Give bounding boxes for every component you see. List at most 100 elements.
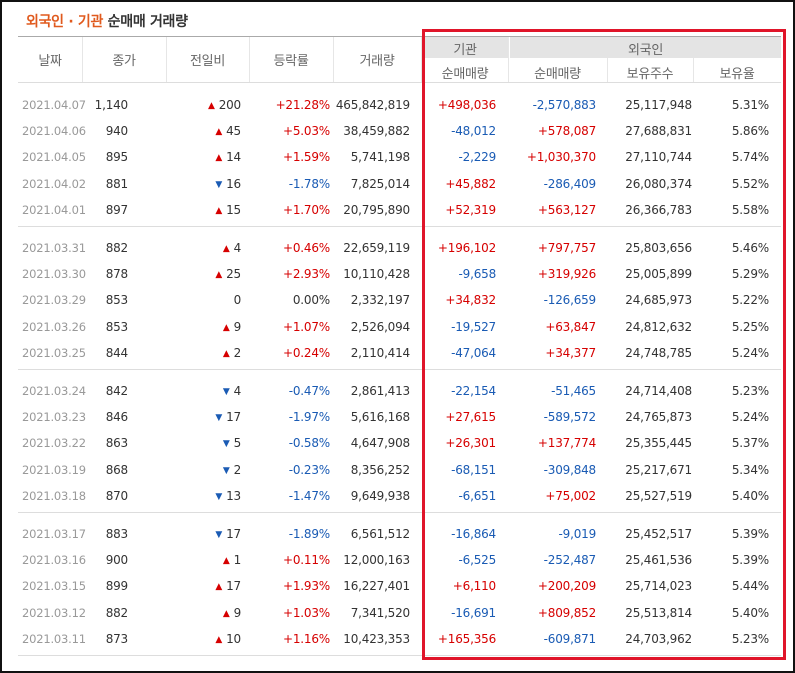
row-rate: +1.70%	[283, 202, 330, 217]
row-volume: 8,356,252	[350, 462, 410, 477]
row-foreigner-net: +578,087	[537, 124, 596, 139]
row-institution-net: -2,229	[458, 150, 497, 165]
header-divider	[607, 58, 608, 83]
row-hold-ratio: 5.23%	[731, 384, 769, 398]
header-holdings: 보유주수	[626, 67, 674, 82]
row-rate: -1.47%	[288, 488, 330, 503]
table-row: 2021.03.25 844 ▲ 2 +0.24% 2,110,414 -47,064 +34…	[18, 340, 781, 366]
row-rate: +0.46%	[283, 241, 330, 255]
section-title: 외국인 · 기관 순매매 거래량	[26, 11, 188, 31]
change-value: 45	[226, 124, 241, 139]
row-institution-net: +196,102	[437, 241, 496, 255]
row-rate: +21.28%	[275, 98, 331, 112]
row-rate: +1.59%	[283, 150, 330, 165]
row-hold-ratio: 5.29%	[731, 267, 769, 282]
row-rate: -1.78%	[288, 176, 330, 191]
row-holdings: 25,461,536	[625, 553, 692, 568]
header-divider	[249, 37, 250, 83]
table-row: 2021.04.02 881 ▼ 16 -1.78% 7,825,014 +45,882 -2…	[18, 171, 781, 197]
row-date: 2021.03.29	[22, 293, 86, 308]
table-row: 2021.03.29 853 0 0.00% 2,332,197 +34,832 -126,…	[18, 287, 781, 313]
row-foreigner-net: +563,127	[537, 202, 596, 217]
header-bottom-border	[18, 82, 781, 83]
row-close: 897	[105, 202, 129, 217]
row-change: ▲ 10	[156, 626, 241, 652]
row-volume: 12,000,163	[343, 553, 410, 568]
change-value: 17	[226, 579, 241, 594]
row-change: ▲ 15	[156, 197, 241, 223]
row-holdings: 25,452,517	[625, 527, 692, 541]
row-close: 900	[105, 553, 129, 568]
header-volume: 거래량	[359, 54, 395, 69]
row-volume: 465,842,819	[335, 98, 410, 112]
row-date: 2021.04.07	[22, 98, 86, 112]
table-row: 2021.04.01 897 ▲ 15 +1.70% 20,795,890 +52,319 +…	[18, 197, 781, 223]
row-volume: 22,659,119	[343, 241, 410, 255]
row-hold-ratio: 5.40%	[731, 488, 769, 503]
row-volume: 5,616,168	[350, 410, 410, 425]
row-date: 2021.04.01	[22, 202, 86, 217]
institution-header-bg	[422, 37, 508, 58]
header-hold-ratio: 보유율	[719, 67, 755, 82]
row-holdings: 25,355,445	[625, 436, 692, 451]
change-value: 4	[233, 241, 242, 255]
header-foreigner: 외국인	[628, 43, 663, 58]
row-change: ▲ 9	[156, 314, 241, 340]
header-close: 종가	[112, 54, 136, 69]
row-rate: -1.89%	[288, 527, 330, 541]
row-holdings: 24,714,408	[625, 384, 692, 398]
arrow-up-icon: ▲	[222, 244, 230, 254]
row-volume: 4,647,908	[350, 436, 410, 451]
row-close: 882	[105, 605, 129, 620]
change-value: 16	[226, 176, 241, 191]
table-row: 2021.04.07 1,140 ▲ 200 +21.28% 465,842,819 +49…	[18, 92, 781, 118]
row-volume: 38,459,882	[343, 124, 410, 139]
row-foreigner-net: -2,570,883	[532, 98, 597, 112]
change-value: 14	[226, 150, 241, 165]
row-institution-net: +165,356	[437, 631, 496, 646]
row-hold-ratio: 5.34%	[731, 462, 769, 477]
change-value: 17	[226, 527, 241, 541]
row-date: 2021.04.05	[22, 150, 86, 165]
row-foreigner-net: -589,572	[543, 410, 597, 425]
arrow-up-icon: ▲	[207, 101, 215, 111]
row-holdings: 24,812,632	[625, 319, 692, 334]
row-holdings: 24,703,962	[625, 631, 692, 646]
change-value: 9	[233, 605, 242, 620]
row-holdings: 25,117,948	[625, 98, 692, 112]
row-institution-net: +45,882	[445, 176, 496, 191]
row-hold-ratio: 5.24%	[731, 410, 769, 425]
row-foreigner-net: -286,409	[543, 176, 597, 191]
row-change: ▲ 25	[156, 261, 241, 287]
row-date: 2021.04.02	[22, 176, 86, 191]
row-institution-net: +498,036	[437, 98, 496, 112]
header-divider	[693, 58, 694, 83]
row-hold-ratio: 5.22%	[731, 293, 769, 308]
row-close: 899	[105, 579, 129, 594]
table-row: 2021.03.24 842 ▼ 4 -0.47% 2,861,413 -22,154 -51…	[18, 378, 781, 404]
row-holdings: 24,685,973	[625, 293, 692, 308]
arrow-up-icon: ▲	[215, 634, 223, 645]
change-value: 10	[226, 631, 241, 646]
table-row: 2021.03.30 878 ▲ 25 +2.93% 10,110,428 -9,658 +3…	[18, 261, 781, 287]
row-date: 2021.03.18	[22, 488, 86, 503]
row-close: 873	[105, 631, 129, 646]
row-holdings: 27,688,831	[625, 124, 692, 139]
table-top-border	[18, 36, 781, 37]
row-institution-net: -16,864	[451, 527, 496, 541]
row-holdings: 25,803,656	[625, 241, 692, 255]
row-rate: -1.97%	[288, 410, 330, 425]
row-change: ▲ 45	[156, 118, 241, 144]
row-institution-net: +34,832	[445, 293, 496, 308]
header-divider	[82, 37, 83, 83]
change-value: 1	[233, 553, 242, 568]
row-change: ▲ 9	[156, 600, 241, 626]
row-foreigner-net: +34,377	[545, 345, 596, 360]
row-close: 881	[105, 176, 129, 191]
row-foreigner-net: +809,852	[537, 605, 596, 620]
row-foreigner-net: +1,030,370	[526, 150, 596, 165]
header-divider	[421, 37, 422, 83]
arrow-up-icon: ▲	[215, 205, 223, 216]
change-value: 4	[233, 384, 242, 398]
